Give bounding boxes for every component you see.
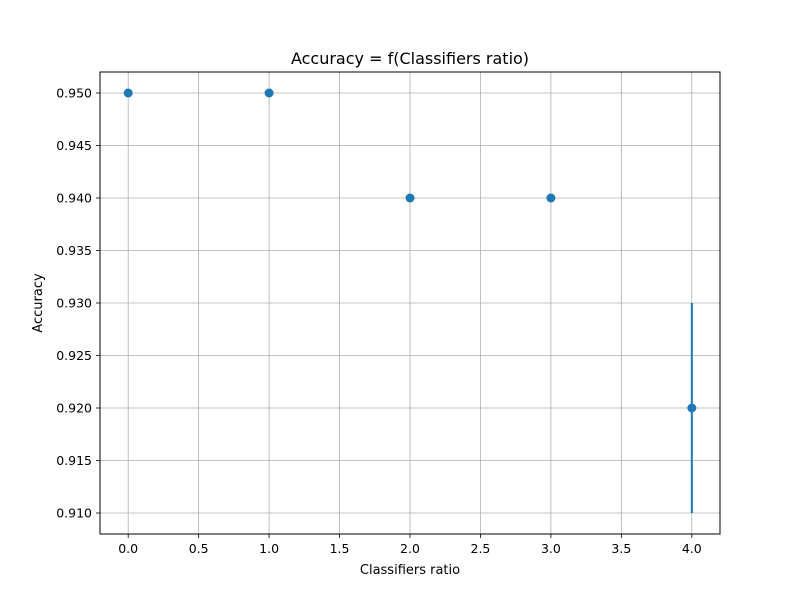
x-tick-label: 1.5 — [330, 541, 350, 556]
data-points — [123, 88, 697, 413]
x-tick-label: 0.0 — [118, 541, 138, 556]
x-axis-label: Classifiers ratio — [360, 563, 460, 578]
data-point — [687, 403, 697, 413]
x-tick-label: 4.0 — [682, 541, 702, 556]
y-tick-label: 0.915 — [56, 453, 92, 468]
data-point — [546, 193, 556, 203]
x-tick-label: 1.0 — [259, 541, 279, 556]
data-point — [123, 88, 133, 98]
y-tick-label: 0.930 — [56, 296, 92, 311]
plot-area-frame — [99, 71, 721, 535]
grid-lines — [100, 72, 720, 534]
x-tick-label: 3.5 — [611, 541, 631, 556]
x-tick-label: 2.0 — [400, 541, 420, 556]
y-tick-label: 0.920 — [56, 401, 92, 416]
y-tick-label: 0.950 — [56, 86, 92, 101]
x-axis-ticks: 0.0 0.5 1.0 1.5 2.0 2.5 3.0 3.5 4.0 — [118, 534, 702, 556]
y-tick-label: 0.910 — [56, 506, 92, 521]
x-tick-label: 2.5 — [471, 541, 491, 556]
data-point — [264, 88, 274, 98]
x-tick-label: 3.0 — [541, 541, 561, 556]
y-tick-label: 0.940 — [56, 191, 92, 206]
y-tick-label: 0.935 — [56, 243, 92, 258]
y-axis-ticks: 0.910 0.915 0.920 0.925 0.930 0.935 0.940 0.945… — [56, 86, 100, 521]
chart-title: Accuracy = f(Classifiers ratio) — [291, 49, 529, 68]
y-axis-label: Accuracy — [31, 273, 46, 333]
y-tick-label: 0.945 — [56, 138, 92, 153]
x-tick-label: 0.5 — [189, 541, 209, 556]
data-point — [405, 193, 415, 203]
y-tick-label: 0.925 — [56, 348, 92, 363]
